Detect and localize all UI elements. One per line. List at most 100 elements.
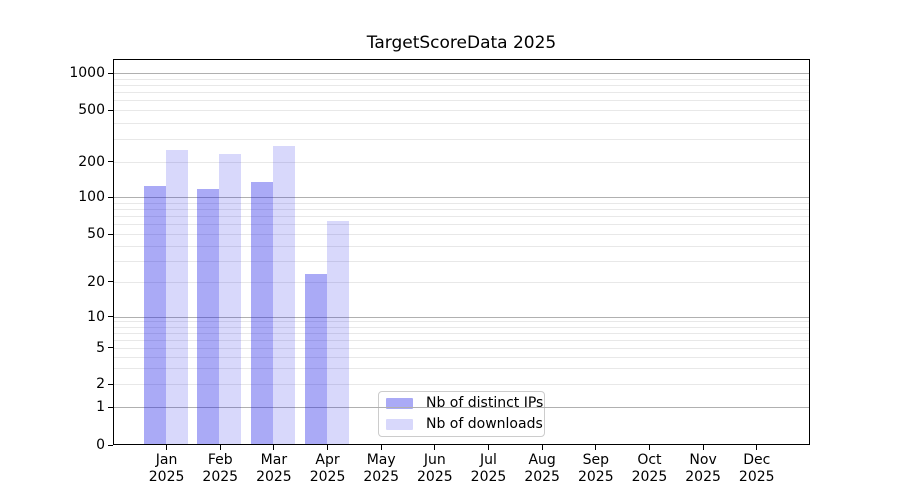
x-tick-label: Nov 2025	[675, 452, 731, 485]
y-tick-mark	[108, 72, 113, 74]
gridline-minor	[114, 234, 809, 235]
gridline-minor	[114, 110, 809, 111]
y-tick-mark	[108, 383, 113, 385]
gridline-minor	[114, 84, 809, 86]
x-tick-label: Feb 2025	[192, 452, 248, 485]
y-tick-mark	[108, 316, 113, 318]
y-tick-label: 1000	[69, 65, 105, 81]
x-tick-mark	[488, 445, 489, 450]
gridline-minor	[114, 138, 809, 140]
x-tick-year-label: 2025	[417, 468, 453, 485]
x-tick-mark	[541, 445, 543, 450]
x-tick-mark	[219, 445, 221, 450]
x-tick-month-label: Nov	[689, 452, 717, 468]
gridline-minor	[114, 332, 809, 334]
x-tick-year-label: 2025	[738, 468, 775, 485]
gridline-major	[114, 73, 809, 74]
y-tick-label: 5	[96, 339, 105, 356]
x-tick-mark	[380, 445, 382, 450]
gridline-minor	[114, 208, 809, 210]
y-tick-mark	[108, 161, 113, 163]
gridline-minor	[114, 356, 809, 358]
x-tick-month-label: Dec	[743, 452, 771, 468]
x-tick-month-label: Jul	[480, 452, 497, 468]
y-tick-mark	[108, 233, 113, 235]
x-tick-month-label: Aug	[528, 452, 556, 468]
gridline-minor	[114, 78, 809, 80]
x-tick-month-label: Sep	[582, 452, 609, 468]
x-tick-month-label: Feb	[207, 452, 233, 468]
gridline-minor	[114, 216, 809, 218]
y-tick-label: 0	[96, 437, 105, 453]
y-tick-label: 10	[87, 308, 105, 325]
legend-item-label: Nb of distinct IPs	[426, 395, 544, 411]
y-tick-mark	[108, 444, 113, 446]
bar-jan-downloads	[165, 150, 188, 444]
x-tick-label: Jun 2025	[407, 452, 463, 485]
x-tick-year-label: 2025	[363, 468, 399, 485]
bar-mar-distinct-ips	[250, 182, 273, 444]
x-tick-label: Sep 2025	[568, 452, 624, 485]
gridline-minor	[114, 100, 809, 102]
gridline-minor	[114, 326, 809, 328]
x-tick-year-label: 2025	[309, 468, 346, 485]
x-tick-mark	[434, 445, 436, 450]
gridline-minor	[114, 260, 809, 262]
gridline-minor	[114, 384, 809, 386]
y-tick-label: 1	[96, 399, 105, 415]
legend-swatch-icon	[386, 398, 413, 409]
x-tick-year-label: 2025	[577, 468, 614, 485]
x-tick-mark	[327, 445, 329, 450]
x-tick-mark	[166, 445, 168, 450]
y-tick-mark	[108, 406, 113, 408]
x-tick-year-label: 2025	[202, 468, 239, 485]
x-tick-month-label: Apr	[315, 452, 340, 468]
gridline-minor	[114, 321, 809, 323]
x-tick-year-label: 2025	[631, 468, 668, 485]
gridline-major	[114, 407, 809, 408]
gridline-major	[114, 316, 809, 318]
x-tick-month-label: May	[366, 452, 396, 468]
y-tick-mark	[108, 196, 113, 198]
bar-feb-downloads	[219, 153, 242, 444]
legend-item-label: Nb of downloads	[426, 416, 543, 432]
x-tick-mark	[756, 445, 758, 450]
x-tick-label: Jan 2025	[139, 452, 195, 485]
gridline-minor	[114, 368, 809, 370]
x-tick-mark	[595, 445, 597, 450]
legend-swatch-icon	[386, 419, 413, 430]
legend: Nb of distinct IPs Nb of downloads	[378, 391, 545, 437]
gridline-major	[114, 197, 809, 198]
bar-feb-distinct-ips	[197, 189, 220, 444]
legend-item: Nb of distinct IPs	[386, 393, 544, 414]
x-tick-label: Mar 2025	[246, 452, 302, 485]
legend-item: Nb of downloads	[386, 414, 544, 435]
x-tick-mark	[273, 445, 275, 450]
x-tick-year-label: 2025	[685, 468, 721, 485]
y-tick-label: 500	[78, 102, 105, 118]
x-tick-mark	[648, 445, 650, 450]
y-tick-label: 100	[78, 189, 105, 205]
bar-jan-distinct-ips	[143, 186, 166, 444]
bar-mar-downloads	[273, 145, 296, 444]
x-tick-month-label: Mar	[260, 452, 288, 468]
y-tick-mark	[108, 109, 113, 111]
y-tick-mark	[108, 347, 113, 349]
gridline-minor	[114, 347, 809, 349]
x-tick-label: Apr 2025	[300, 452, 356, 485]
bar-apr-distinct-ips	[304, 274, 327, 444]
gridline-minor	[114, 122, 809, 124]
x-tick-label: Oct 2025	[621, 452, 677, 485]
gridline-minor	[114, 339, 809, 341]
x-tick-year-label: 2025	[148, 468, 185, 485]
x-tick-label: Jul 2025	[461, 452, 517, 485]
y-tick-mark	[108, 281, 113, 283]
y-tick-label: 2	[96, 376, 105, 393]
bar-apr-downloads	[326, 220, 349, 444]
gridline-minor	[114, 92, 809, 94]
x-tick-year-label: 2025	[256, 468, 292, 485]
gridline-minor	[114, 202, 809, 204]
gridline-minor	[114, 245, 809, 247]
x-tick-label: Aug 2025	[514, 452, 570, 485]
